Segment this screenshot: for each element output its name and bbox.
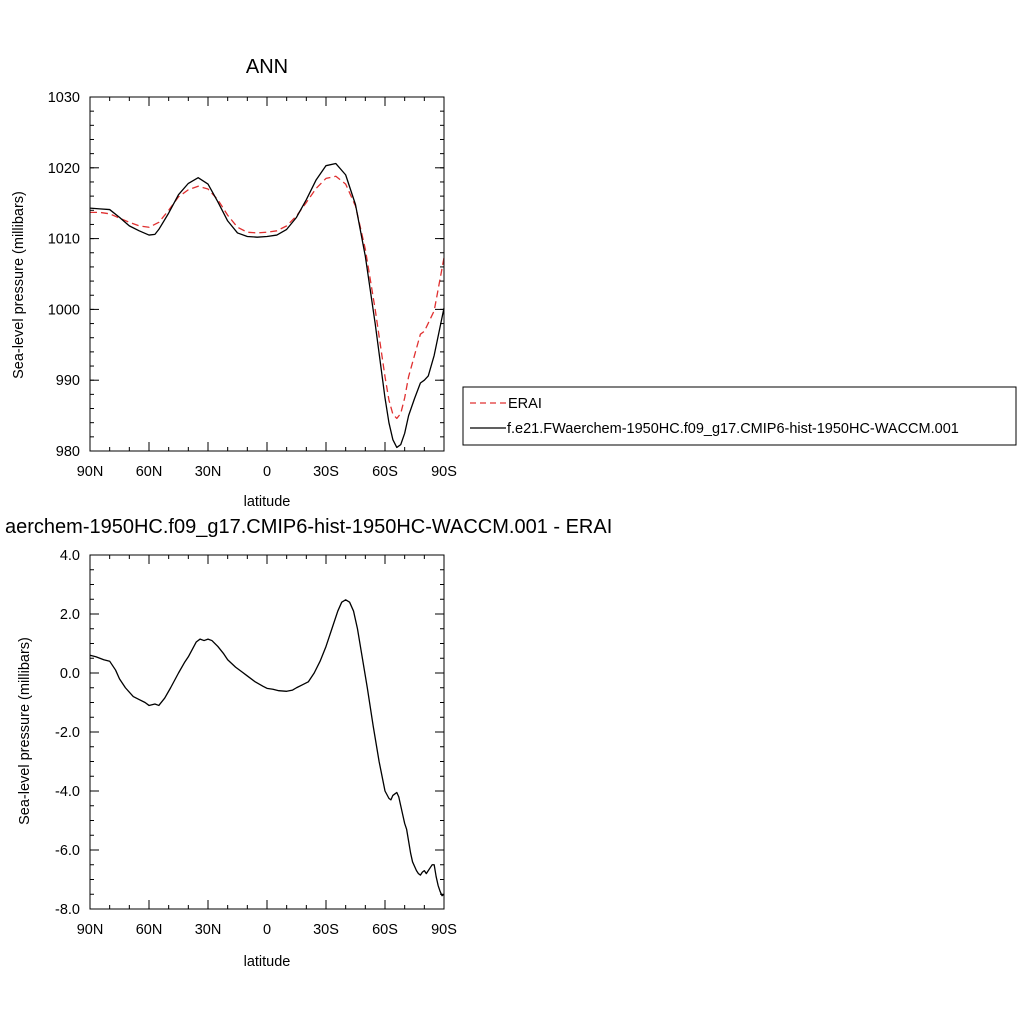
difference-panel: aerchem-1950HC.f09_g17.CMIP6-hist-1950HC… <box>5 516 612 970</box>
y-tick-label: -8.0 <box>55 902 80 918</box>
x-tick-label: 60S <box>372 464 398 480</box>
y-tick-label: 4.0 <box>60 548 80 564</box>
series-group <box>89 599 445 897</box>
legend: ERAI f.e21.FWaerchem-1950HC.f09_g17.CMIP… <box>462 386 1017 446</box>
tick-group: 90N 60N 30N 0 30S 60S 90S 980 990 1000 1010 1020 103… <box>48 90 457 480</box>
x-tick-label: 90N <box>77 922 104 938</box>
y-tick-label: 980 <box>56 444 80 460</box>
y-tick-label: -4.0 <box>55 784 80 800</box>
y-tick-label: -6.0 <box>55 843 80 859</box>
y-axis-label: Sea-level pressure (millibars) <box>17 637 33 825</box>
x-tick-label: 0 <box>263 922 271 938</box>
x-tick-label: 90S <box>431 922 457 938</box>
y-tick-label: 1010 <box>48 232 80 248</box>
chart-title: aerchem-1950HC.f09_g17.CMIP6-hist-1950HC… <box>5 516 612 538</box>
legend-label-erai: ERAI <box>508 396 542 412</box>
legend-label-model: f.e21.FWaerchem-1950HC.f09_g17.CMIP6-his… <box>507 421 959 437</box>
x-tick-label: 90S <box>431 464 457 480</box>
legend-box <box>462 386 1017 446</box>
x-tick-label: 30N <box>195 464 222 480</box>
x-tick-label: 90N <box>77 464 104 480</box>
sea-level-pressure-panel: ANN Sea-level pressure (millibars) latit… <box>11 56 1017 510</box>
x-tick-label: 60S <box>372 922 398 938</box>
x-tick-label: 60N <box>136 464 163 480</box>
series-line-1 <box>89 162 445 449</box>
tick-group: 90N 60N 30N 0 30S 60S 90S -8.0 -6.0 -4.0 -2.0 0.0 2.… <box>55 548 457 938</box>
x-tick-label: 30S <box>313 464 339 480</box>
x-tick-label: 0 <box>263 464 271 480</box>
x-tick-label: 30S <box>313 922 339 938</box>
x-axis-label: latitude <box>244 954 291 970</box>
y-axis-label: Sea-level pressure (millibars) <box>11 191 27 379</box>
plot-frame <box>89 554 445 910</box>
plot-frame <box>89 96 445 452</box>
chart-title: ANN <box>246 56 288 78</box>
y-tick-label: 2.0 <box>60 607 80 623</box>
y-tick-label: 990 <box>56 373 80 389</box>
series-line-0 <box>89 599 445 897</box>
y-tick-label: -2.0 <box>55 725 80 741</box>
y-tick-label: 1000 <box>48 302 80 318</box>
y-tick-label: 1020 <box>48 161 80 177</box>
y-tick-label: 0.0 <box>60 666 80 682</box>
series-line-0 <box>90 175 445 420</box>
x-tick-label: 30N <box>195 922 222 938</box>
x-axis-label: latitude <box>244 494 291 510</box>
series-group <box>89 162 445 449</box>
x-tick-label: 60N <box>136 922 163 938</box>
y-tick-label: 1030 <box>48 90 80 106</box>
